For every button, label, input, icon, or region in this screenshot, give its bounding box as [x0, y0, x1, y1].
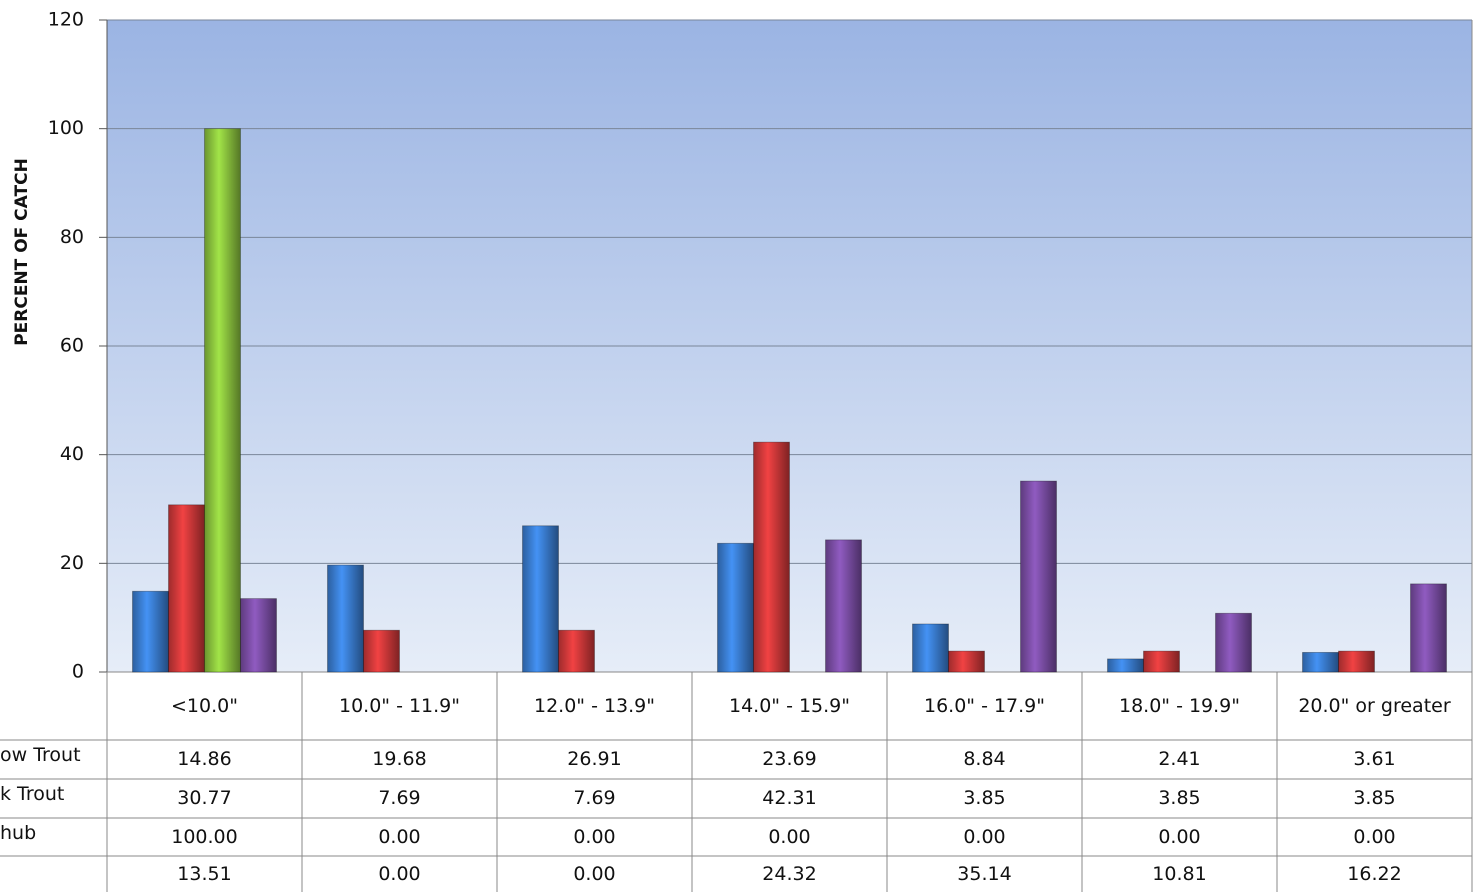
- bar: [168, 504, 205, 673]
- legend-entry: k Trout: [0, 783, 65, 805]
- table-cell: 0.00: [378, 862, 421, 885]
- table-cell: 16.22: [1347, 862, 1402, 885]
- table-cell: 0.00: [573, 825, 616, 848]
- y-tick-label: 100: [48, 117, 84, 139]
- table-cell: 100.00: [171, 825, 238, 848]
- y-tick-label: 80: [60, 226, 84, 248]
- table-cell: 0.00: [1353, 825, 1396, 848]
- y-tick-label: 0: [72, 661, 84, 683]
- bar: [1410, 583, 1447, 673]
- legend-entry: hub: [0, 822, 37, 844]
- table-cell: 19.68: [372, 748, 427, 771]
- y-tick-label: 60: [60, 335, 84, 357]
- table-cell: 23.69: [762, 748, 817, 771]
- y-axis-label: PERCENT OF CATCH: [12, 158, 32, 346]
- bar: [753, 441, 790, 673]
- x-tick-label: 18.0" - 19.9": [1118, 694, 1241, 717]
- table-cell: 24.32: [762, 862, 817, 885]
- table-cell: 0.00: [768, 825, 811, 848]
- y-tick-label: 20: [60, 552, 84, 574]
- table-cell: 3.85: [1158, 787, 1201, 810]
- bar: [1302, 651, 1339, 673]
- bar: [1020, 480, 1057, 673]
- bar: [1215, 612, 1252, 673]
- table-cell: 3.61: [1353, 748, 1396, 771]
- table-cell: 3.85: [963, 787, 1006, 810]
- table-cell: 10.81: [1152, 862, 1207, 885]
- table-cell: 8.84: [963, 748, 1006, 771]
- y-tick-label: 40: [60, 443, 84, 465]
- bar: [1143, 650, 1180, 673]
- bar: [363, 629, 400, 673]
- bar: [948, 650, 985, 673]
- bar: [825, 539, 862, 673]
- x-tick-label: <10.0": [171, 694, 238, 717]
- x-tick-label: 16.0" - 17.9": [923, 694, 1046, 717]
- x-tick-label: 10.0" - 11.9": [338, 694, 461, 717]
- table-cell: 13.51: [177, 862, 232, 885]
- table-cell: 7.69: [573, 787, 616, 810]
- bar: [132, 590, 169, 673]
- bar: [558, 629, 595, 673]
- table-cell: 7.69: [378, 787, 421, 810]
- x-tick-label: 20.0" or greater: [1298, 694, 1451, 717]
- x-tick-label: 14.0" - 15.9": [728, 694, 851, 717]
- table-cell: 3.85: [1353, 787, 1396, 810]
- table-cell: 30.77: [177, 787, 232, 810]
- table-cell: 2.41: [1158, 748, 1201, 771]
- bar: [912, 623, 949, 673]
- table-cell: 0.00: [963, 825, 1006, 848]
- bar: [1338, 650, 1375, 673]
- table-cell: 14.86: [177, 748, 232, 771]
- bar: [327, 564, 364, 673]
- legend-entry: ow Trout: [0, 744, 81, 766]
- bar: [240, 598, 277, 673]
- bar: [717, 542, 754, 673]
- y-tick-label: 120: [48, 9, 84, 31]
- bar: [1107, 658, 1144, 673]
- bar: [204, 128, 241, 673]
- table-cell: 26.91: [567, 748, 622, 771]
- table-cell: 0.00: [378, 825, 421, 848]
- table-cell: 35.14: [957, 862, 1012, 885]
- table-cell: 0.00: [1158, 825, 1201, 848]
- table-cell: 0.00: [573, 862, 616, 885]
- x-tick-label: 12.0" - 13.9": [533, 694, 656, 717]
- table-cell: 42.31: [762, 787, 817, 810]
- bar: [522, 525, 559, 673]
